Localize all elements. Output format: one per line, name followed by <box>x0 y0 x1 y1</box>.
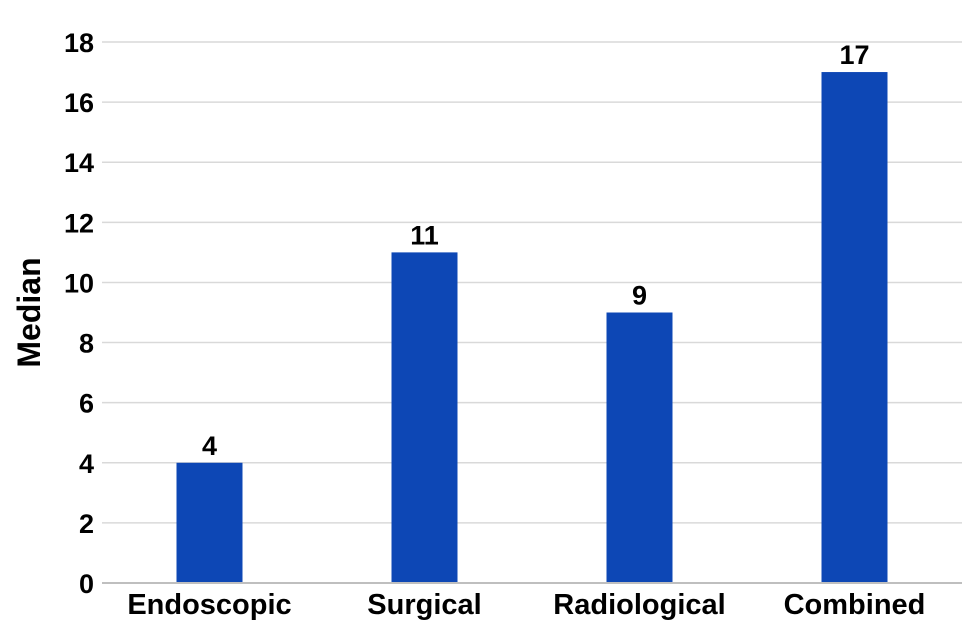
data-label-endoscopic: 4 <box>202 431 217 461</box>
bar-surgical <box>391 252 458 583</box>
x-axis-categories: Endoscopic Surgical Radiological Combined <box>127 589 925 621</box>
data-label-surgical: 11 <box>410 220 439 250</box>
y-tick-label: 16 <box>64 88 94 118</box>
y-axis-title: Median <box>11 257 47 367</box>
bars <box>176 72 888 584</box>
bar-endoscopic <box>176 462 243 583</box>
data-labels: 4 11 9 17 <box>202 40 870 461</box>
data-label-radiological: 9 <box>632 281 647 311</box>
y-tick-label: 0 <box>79 569 94 599</box>
y-tick-label: 14 <box>64 148 94 178</box>
bar-radiological <box>606 312 673 583</box>
x-category-label-surgical: Surgical <box>367 589 481 621</box>
gridlines <box>102 41 962 524</box>
y-tick-label: 18 <box>64 28 94 58</box>
x-category-label-combined: Combined <box>784 589 926 621</box>
x-category-label-radiological: Radiological <box>553 589 725 621</box>
bar-combined <box>821 72 888 584</box>
y-tick-label: 4 <box>79 449 94 479</box>
y-tick-label: 6 <box>79 389 94 419</box>
y-axis-ticks: 0 2 4 6 8 10 12 14 16 18 <box>64 28 94 599</box>
y-tick-label: 10 <box>64 268 94 298</box>
data-label-combined: 17 <box>839 40 869 70</box>
x-category-label-endoscopic: Endoscopic <box>127 589 291 621</box>
y-tick-label: 2 <box>79 509 94 539</box>
y-tick-label: 12 <box>64 208 94 238</box>
y-tick-label: 8 <box>79 329 94 359</box>
